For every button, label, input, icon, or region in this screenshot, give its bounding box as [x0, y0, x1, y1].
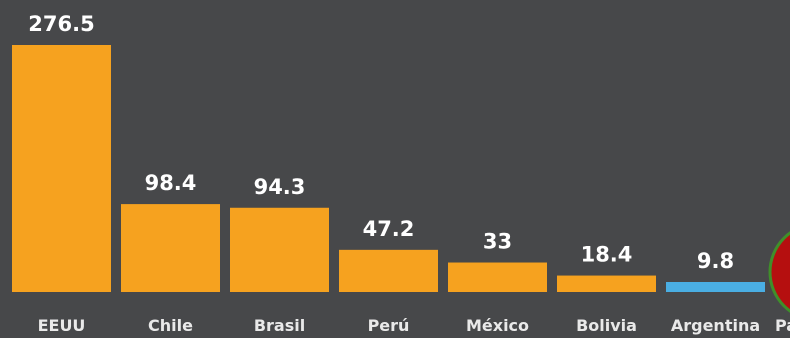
bar-mexico — [448, 262, 547, 292]
bar-peru — [339, 249, 438, 292]
value-label-argentina: 9.8 — [697, 249, 734, 273]
bar-chile — [121, 204, 220, 292]
category-label-eeuu: EEUU — [38, 316, 86, 335]
bar-brasil — [230, 207, 329, 292]
value-label-chile: 98.4 — [145, 171, 197, 195]
bar-argentina — [666, 282, 765, 292]
bar-bolivia — [557, 275, 656, 292]
value-label-mexico: 33 — [483, 230, 512, 254]
marker-layer — [768, 231, 790, 313]
value-label-bolivia: 18.4 — [581, 243, 633, 267]
category-label-pa: Pa — [775, 316, 790, 335]
bar-eeuu — [12, 45, 111, 292]
category-label-chile: Chile — [148, 316, 193, 335]
bars-layer — [12, 45, 765, 292]
category-label-bolivia: Bolivia — [576, 316, 637, 335]
value-label-eeuu: 276.5 — [28, 12, 94, 36]
category-label-peru: Perú — [368, 316, 410, 335]
value-labels-layer: 276.5 98.4 94.3 47.2 33 18.4 9.8 — [28, 12, 734, 273]
category-label-argentina: Argentina — [671, 316, 760, 335]
value-label-brasil: 94.3 — [254, 175, 306, 199]
category-label-brasil: Brasil — [254, 316, 305, 335]
category-labels-layer: EEUU Chile Brasil Perú México Bolivia Argentin… — [38, 316, 790, 335]
value-label-peru: 47.2 — [363, 217, 415, 241]
highlight-marker-circle — [768, 231, 790, 313]
category-label-mexico: México — [466, 316, 529, 335]
